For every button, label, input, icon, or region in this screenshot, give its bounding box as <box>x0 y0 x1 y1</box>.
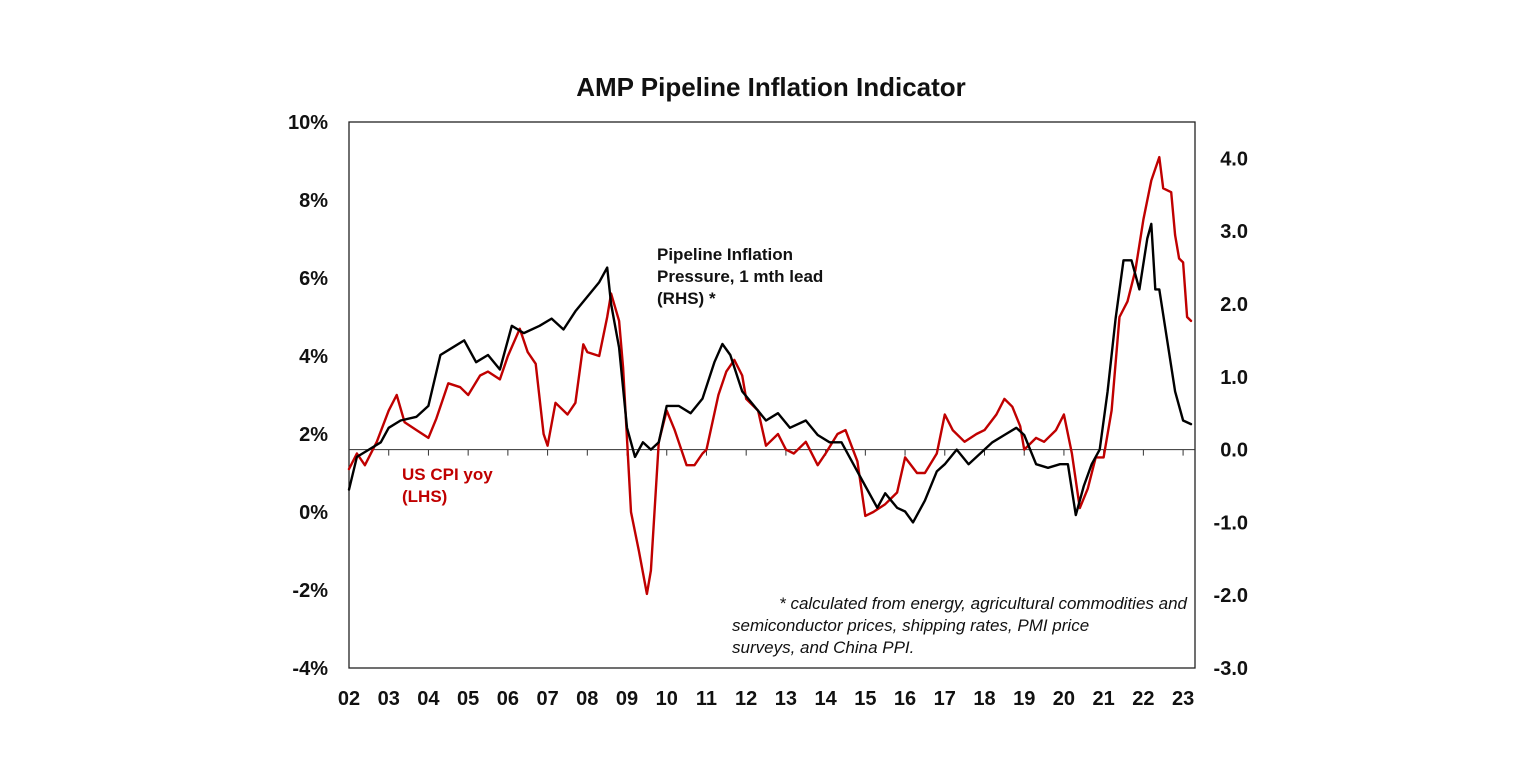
x-tick-label: 12 <box>735 688 757 710</box>
x-tick-label: 06 <box>497 688 519 710</box>
x-tick-label: 11 <box>696 688 717 710</box>
right-tick-label: 4.0 <box>1220 148 1248 170</box>
x-tick-label: 18 <box>973 688 995 710</box>
plot-area-frame <box>348 121 1196 669</box>
footnote-line-3: surveys, and China PPI. <box>732 638 914 657</box>
rhs-series-label-line-3: (RHS) * <box>657 289 716 308</box>
left-tick-label: -4% <box>292 658 328 680</box>
left-tick-label: 2% <box>299 424 328 446</box>
right-tick-label: -1.0 <box>1214 512 1248 534</box>
right-tick-label: 1.0 <box>1220 367 1248 389</box>
x-tick-label: 02 <box>338 688 360 710</box>
x-tick-label: 23 <box>1172 688 1194 710</box>
right-tick-label: 2.0 <box>1220 294 1248 316</box>
chart-title: AMP Pipeline Inflation Indicator <box>576 72 966 102</box>
x-tick-label: 13 <box>775 688 797 710</box>
x-tick-label: 16 <box>894 688 916 710</box>
x-tick-label: 07 <box>536 688 558 710</box>
chart-background <box>272 55 1262 713</box>
x-tick-label: 21 <box>1093 688 1115 710</box>
left-tick-label: 4% <box>299 346 328 368</box>
right-tick-label: 3.0 <box>1220 221 1248 243</box>
left-axis-ticks: 10% 8% 6% 4% 2% 0% -2% -4% <box>288 112 328 680</box>
x-tick-label: 15 <box>854 688 876 710</box>
x-tick-label: 20 <box>1053 688 1075 710</box>
lhs-series-label-line-1: US CPI yoy <box>402 465 493 484</box>
x-tick-label: 09 <box>616 688 638 710</box>
left-tick-label: 8% <box>299 190 328 212</box>
x-axis-ticks: 02 03 04 05 06 07 08 09 10 11 12 13 14 15 16 17 18 19 20 21… <box>338 449 1194 710</box>
series-layer <box>347 155 1193 596</box>
left-tick-label: -2% <box>292 580 328 602</box>
x-tick-label: 05 <box>457 688 479 710</box>
right-tick-label: -3.0 <box>1214 658 1248 680</box>
x-tick-label: 08 <box>576 688 598 710</box>
left-tick-label: 6% <box>299 268 328 290</box>
left-tick-label: 10% <box>288 112 328 134</box>
x-tick-label: 17 <box>934 688 956 710</box>
lhs-series-label-line-2: (LHS) <box>402 487 447 506</box>
x-tick-label: 14 <box>814 688 837 710</box>
footnote-line-2: semiconductor prices, shipping rates, PM… <box>732 616 1089 635</box>
rhs-series-label-line-2: Pressure, 1 mth lead <box>657 267 823 286</box>
x-tick-label: 04 <box>417 688 440 710</box>
x-tick-label: 03 <box>378 688 400 710</box>
right-tick-label: 0.0 <box>1220 440 1248 462</box>
x-tick-label: 10 <box>656 688 678 710</box>
x-tick-label: 19 <box>1013 688 1035 710</box>
pipeline-inflation-line <box>347 222 1193 524</box>
right-tick-label: -2.0 <box>1214 585 1248 607</box>
right-axis-ticks: 4.0 3.0 2.0 1.0 0.0 -1.0 -2.0 -3.0 <box>1214 148 1248 680</box>
rhs-series-label-line-1: Pipeline Inflation <box>657 245 793 264</box>
left-tick-label: 0% <box>299 502 328 524</box>
us-cpi-yoy-line <box>347 155 1193 596</box>
footnote-line-1: * calculated from energy, agricultural c… <box>779 594 1187 613</box>
x-tick-label: 22 <box>1132 688 1154 710</box>
